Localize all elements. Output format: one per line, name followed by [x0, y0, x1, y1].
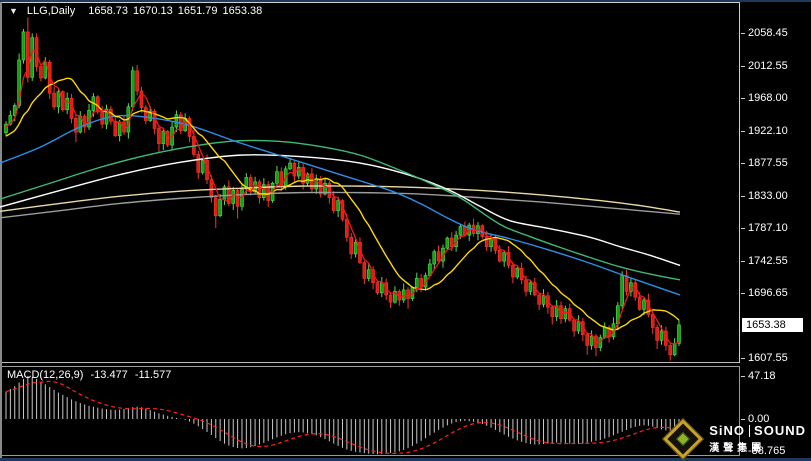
ohlc-close: 1653.38	[222, 5, 263, 17]
price-tick-label-tick	[741, 293, 745, 294]
price-tick-label: 1696.65	[748, 287, 788, 299]
indicator-main-value: -13.477	[90, 369, 128, 381]
current-price-tag: 1653.38	[742, 318, 803, 332]
price-tick-label: 1833.00	[748, 189, 788, 202]
price-tick-label: 2012.55	[748, 59, 788, 72]
price-tick-label-tick	[741, 65, 745, 67]
price-tick-label-tick	[741, 163, 745, 164]
brand-name: SiNO SOUND	[709, 423, 806, 438]
symbol-timeframe-label: LLG,Daily	[26, 5, 76, 17]
price-tick-label-tick	[741, 130, 745, 132]
price-tick-label-tick	[741, 260, 745, 262]
price-tick-label: 1968.00	[748, 92, 788, 104]
macd-tick-label: 47.18	[748, 370, 776, 382]
macd-panel-area[interactable]	[2, 366, 740, 456]
ohlc-low: 1651.79	[177, 5, 218, 17]
price-tick-label-tick	[741, 228, 745, 229]
window-top-edge	[0, 0, 811, 2]
price-tick-label: 1922.10	[748, 124, 788, 137]
indicator-label: MACD(12,26,9) -13.477 -11.577	[7, 369, 175, 381]
indicator-signal-value: -11.577	[134, 369, 172, 381]
brand-name-cn: 漢聲集團	[709, 443, 766, 454]
window-bottom-edge	[0, 458, 811, 461]
price-tick-label: 1877.55	[748, 157, 788, 169]
brand-diamond-icon	[662, 417, 705, 460]
price-tick-label-tick	[741, 195, 745, 197]
brand-logo: SiNO SOUND 漢聲集團	[662, 417, 806, 460]
macd-tick-label: -38.765	[748, 445, 786, 457]
price-tick-label: 1742.55	[748, 254, 788, 267]
price-tick-label-tick	[741, 98, 745, 99]
price-tick-label: 1787.10	[748, 222, 788, 234]
macd-tick-label-tick	[741, 376, 745, 377]
chart-header: ▼ LLG,Daily 1658.73 1670.13 1651.79 1653…	[9, 5, 262, 17]
price-tick-label: 1607.55	[748, 352, 788, 364]
ohlc-high: 1670.13	[132, 5, 173, 17]
price-tick-label-tick	[741, 33, 745, 34]
price-tick-label-tick	[741, 358, 745, 359]
price-tick-label: 2058.45	[748, 27, 788, 39]
symbol-dropdown-icon[interactable]: ▼	[9, 6, 18, 16]
price-chart-area[interactable]	[2, 2, 740, 363]
indicator-name: MACD(12,26,9)	[7, 369, 84, 381]
macd-tick-label-tick	[741, 451, 745, 452]
ohlc-open: 1658.73	[88, 5, 128, 17]
macd-tick-label-tick	[741, 419, 745, 420]
macd-tick-label: 0.00	[748, 413, 770, 425]
